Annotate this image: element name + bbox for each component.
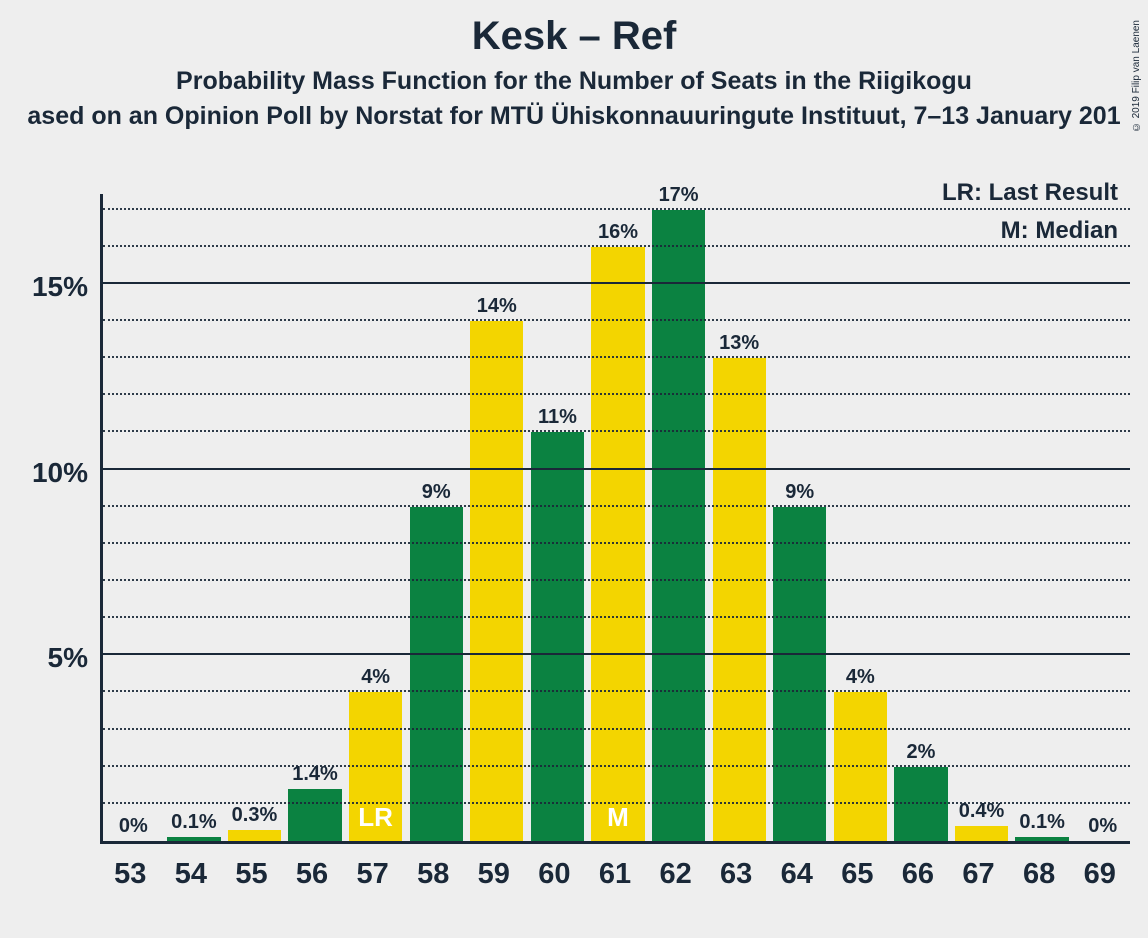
chart-title: Kesk – Ref [0, 14, 1148, 59]
x-tick-label: 59 [478, 858, 510, 891]
x-tick-label: 54 [175, 858, 207, 891]
x-tick-label: 68 [1023, 858, 1055, 891]
gridline-minor [103, 208, 1130, 210]
x-tick-label: 57 [357, 858, 389, 891]
bar-value-label: 0.1% [167, 811, 220, 834]
bar-value-label: 9% [773, 481, 826, 504]
bar: 0.4% [955, 826, 1008, 841]
plot-area: 0%0.1%0.3%1.4%4%LR9%14%11%16%M17%13%9%4%… [100, 194, 1130, 844]
bar-annotation: M [591, 802, 644, 833]
x-tick-label: 61 [599, 858, 631, 891]
bar: 9% [410, 507, 463, 841]
bar: 17% [652, 210, 705, 841]
bar-value-label: 2% [894, 741, 947, 764]
bars-container: 0%0.1%0.3%1.4%4%LR9%14%11%16%M17%13%9%4%… [103, 194, 1130, 841]
x-tick-label: 64 [781, 858, 813, 891]
bar-value-label: 4% [349, 666, 402, 689]
y-tick-label: 10% [32, 457, 88, 489]
chart-subtitle-2: ased on an Opinion Poll by Norstat for M… [0, 102, 1148, 131]
gridline-minor [103, 430, 1130, 432]
gridline-minor [103, 356, 1130, 358]
bar-value-label: 17% [652, 184, 705, 207]
gridline-minor [103, 505, 1130, 507]
x-tick-label: 55 [235, 858, 267, 891]
bar-value-label: 0% [1076, 815, 1129, 838]
gridline-minor [103, 765, 1130, 767]
bar: 2% [894, 767, 947, 841]
gridline-minor [103, 393, 1130, 395]
bar-value-label: 11% [531, 406, 584, 429]
y-tick-label: 5% [48, 642, 88, 674]
gridline-major [103, 468, 1130, 470]
x-tick-label: 60 [538, 858, 570, 891]
gridline-minor [103, 542, 1130, 544]
bar-value-label: 0.1% [1015, 811, 1068, 834]
bar: 14% [470, 321, 523, 841]
bar: 0.3% [228, 830, 281, 841]
bar-value-label: 9% [410, 481, 463, 504]
gridline-minor [103, 579, 1130, 581]
bar-value-label: 4% [834, 666, 887, 689]
x-tick-label: 69 [1084, 858, 1116, 891]
x-tick-label: 56 [296, 858, 328, 891]
bar: 16%M [591, 247, 644, 841]
x-tick-label: 67 [962, 858, 994, 891]
bar: 4% [834, 692, 887, 841]
gridline-minor [103, 690, 1130, 692]
bar-annotation: LR [349, 802, 402, 833]
bar: 4%LR [349, 692, 402, 841]
bar: 0.1% [167, 837, 220, 841]
y-tick-label: 15% [32, 271, 88, 303]
x-tick-label: 53 [114, 858, 146, 891]
bar: 1.4% [288, 789, 341, 841]
gridline-minor [103, 319, 1130, 321]
bar: 0.1% [1015, 837, 1068, 841]
bar: 9% [773, 507, 826, 841]
gridline-minor [103, 728, 1130, 730]
x-tick-label: 62 [659, 858, 691, 891]
bar-value-label: 14% [470, 295, 523, 318]
bar-value-label: 0% [107, 815, 160, 838]
x-tick-label: 58 [417, 858, 449, 891]
chart-container: © 2019 Filip van Laenen Kesk – Ref Proba… [0, 14, 1148, 938]
bar-value-label: 13% [713, 332, 766, 355]
gridline-minor [103, 802, 1130, 804]
x-tick-label: 63 [720, 858, 752, 891]
copyright-text: © 2019 Filip van Laenen [1131, 20, 1142, 132]
gridline-minor [103, 616, 1130, 618]
x-tick-label: 65 [841, 858, 873, 891]
x-tick-label: 66 [902, 858, 934, 891]
bar: 11% [531, 432, 584, 841]
gridline-minor [103, 245, 1130, 247]
gridline-major [103, 653, 1130, 655]
bar-value-label: 0.3% [228, 804, 281, 827]
bar-value-label: 16% [591, 221, 644, 244]
gridline-major [103, 282, 1130, 284]
chart-subtitle-1: Probability Mass Function for the Number… [0, 67, 1148, 96]
